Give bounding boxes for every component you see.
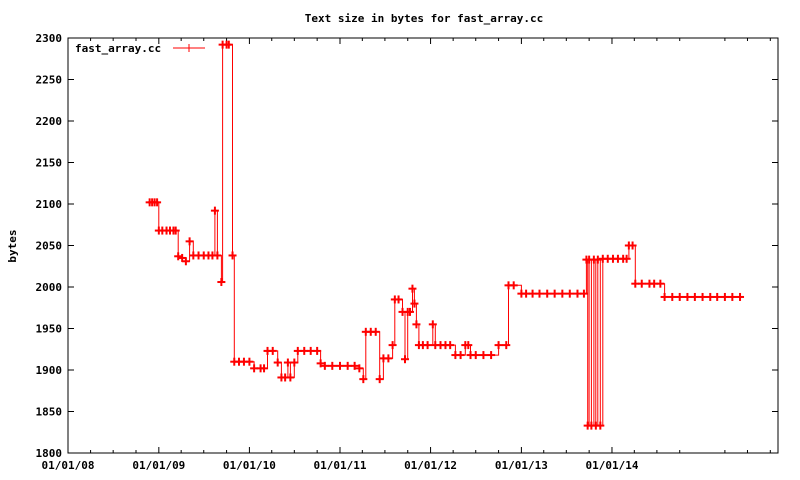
data-point: [622, 254, 631, 263]
data-point: [394, 295, 403, 304]
data-point: [350, 361, 359, 370]
data-point: [401, 355, 410, 364]
data-point: [410, 299, 419, 308]
y-tick-label: 2150: [36, 157, 63, 170]
y-tick-label: 2100: [36, 198, 63, 211]
data-point: [656, 279, 665, 288]
x-axis: 01/01/08 01/01/09 01/01/10 01/01/11 01/01/12…: [42, 38, 771, 472]
x-tick-label: 01/01/09: [132, 459, 185, 472]
data-point: [736, 292, 745, 301]
data-point: [660, 292, 669, 301]
data-point: [565, 289, 574, 298]
data-point: [479, 351, 488, 360]
series-line: [149, 44, 740, 427]
data-point: [637, 279, 646, 288]
x-tick-label: 01/01/08: [42, 459, 95, 472]
data-point: [494, 341, 503, 350]
data-point: [328, 361, 337, 370]
y-tick-label: 1950: [36, 323, 63, 336]
data-point: [628, 241, 637, 250]
data-point: [268, 346, 277, 355]
x-tick-label: 01/01/12: [404, 459, 457, 472]
data-point: [355, 364, 364, 373]
y-tick-label: 2000: [36, 281, 63, 294]
y-tick-label: 1850: [36, 406, 63, 419]
data-point: [384, 354, 393, 363]
data-point: [509, 281, 518, 290]
data-point: [273, 358, 282, 367]
x-tick-label: 01/01/10: [223, 459, 276, 472]
data-point: [706, 292, 715, 301]
data-point: [388, 341, 397, 350]
data-point: [550, 289, 559, 298]
data-point: [487, 351, 496, 360]
legend-label: fast_array.cc: [75, 42, 161, 55]
data-point: [456, 351, 465, 360]
data-point: [690, 292, 699, 301]
plot-frame: [67, 37, 779, 454]
data-point: [720, 292, 729, 301]
data-point: [535, 289, 544, 298]
data-point: [224, 40, 233, 49]
data-point: [316, 359, 325, 368]
data-point: [423, 341, 432, 350]
data-point: [412, 320, 421, 329]
data-point: [446, 341, 455, 350]
y-tick-label: 2300: [36, 32, 63, 45]
data-point: [320, 361, 329, 370]
data-point: [405, 307, 414, 316]
y-axis: 1800 1850 1900 1950 2000 2050 2100 2150 2200 2250…: [36, 32, 778, 460]
data-point: [528, 289, 537, 298]
data-point: [313, 346, 322, 355]
data-point: [502, 341, 511, 350]
y-tick-label: 2050: [36, 240, 63, 253]
data-point: [543, 289, 552, 298]
data-point: [675, 292, 684, 301]
data-point: [171, 226, 180, 235]
data-point: [371, 327, 380, 336]
data-point: [428, 320, 437, 329]
data-point: [698, 292, 707, 301]
data-point: [228, 251, 237, 260]
chart-title: Text size in bytes for fast_array.cc: [305, 12, 543, 25]
y-tick-label: 2250: [36, 74, 63, 87]
data-point: [558, 289, 567, 298]
x-tick-label: 01/01/14: [585, 459, 638, 472]
data-point: [245, 357, 254, 366]
data-point: [683, 292, 692, 301]
data-point: [217, 278, 226, 287]
data-point: [153, 198, 162, 207]
data-point: [335, 361, 344, 370]
data-point: [260, 364, 269, 373]
legend: fast_array.cc: [75, 42, 205, 55]
data-point: [185, 237, 194, 246]
data-point: [728, 292, 737, 301]
data-point: [471, 351, 480, 360]
data-point: [210, 206, 219, 215]
data-point: [596, 421, 605, 430]
data-point: [408, 284, 417, 293]
x-tick-label: 01/01/11: [313, 459, 366, 472]
data-point: [375, 375, 384, 384]
data-point: [290, 358, 299, 367]
data-point: [713, 292, 722, 301]
data-point: [359, 375, 368, 384]
y-tick-label: 1900: [36, 364, 63, 377]
data-point: [464, 341, 473, 350]
y-tick-label: 1800: [36, 447, 63, 460]
data-point: [343, 361, 352, 370]
data-point: [668, 292, 677, 301]
y-axis-label: bytes: [6, 229, 19, 262]
data-point: [174, 252, 183, 261]
data-point: [181, 257, 190, 266]
x-tick-label: 01/01/13: [495, 459, 548, 472]
series-group: [145, 40, 745, 430]
data-point: [579, 289, 588, 298]
data-point: [213, 251, 222, 260]
y-tick-label: 2200: [36, 115, 63, 128]
data-point: [286, 373, 295, 382]
